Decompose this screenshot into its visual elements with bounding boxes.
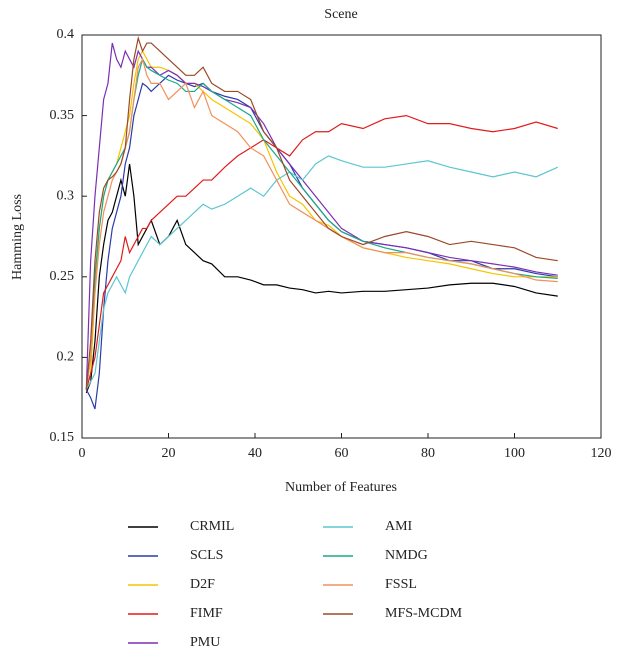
y-tick-label: 0.25	[50, 269, 75, 284]
x-axis-label: Number of Features	[285, 480, 397, 495]
series-line	[85, 57, 558, 390]
series-line	[85, 114, 558, 390]
legend-label: PMU	[190, 635, 220, 650]
legend-label: SCLS	[190, 548, 223, 563]
legend-label: FIMF	[190, 606, 223, 621]
y-tick-label: 0.2	[57, 350, 75, 365]
legend-label: CRMIL	[190, 519, 234, 534]
x-tick-label: 60	[335, 446, 349, 461]
series-line	[85, 163, 558, 394]
y-tick-label: 0.35	[50, 108, 75, 123]
series-line	[85, 42, 558, 390]
chart-title: Scene	[324, 7, 357, 22]
legend-label: D2F	[190, 577, 215, 592]
legend-label: NMDG	[385, 548, 428, 563]
series-line	[85, 35, 558, 390]
x-tick-label: 80	[421, 446, 435, 461]
x-tick-label: 100	[504, 446, 525, 461]
y-tick-label: 0.3	[57, 188, 75, 203]
y-tick-label: 0.4	[57, 27, 75, 42]
legend-label: AMI	[385, 519, 413, 534]
x-tick-label: 20	[162, 446, 176, 461]
legend-label: MFS-MCDM	[385, 606, 463, 621]
y-axis-label: Hamming Loss	[10, 194, 25, 280]
series-line	[85, 155, 558, 390]
legend-label: FSSL	[385, 577, 417, 592]
x-tick-label: 40	[248, 446, 262, 461]
y-tick-label: 0.15	[50, 430, 75, 445]
x-tick-label: 0	[79, 446, 86, 461]
x-tick-label: 120	[591, 446, 612, 461]
